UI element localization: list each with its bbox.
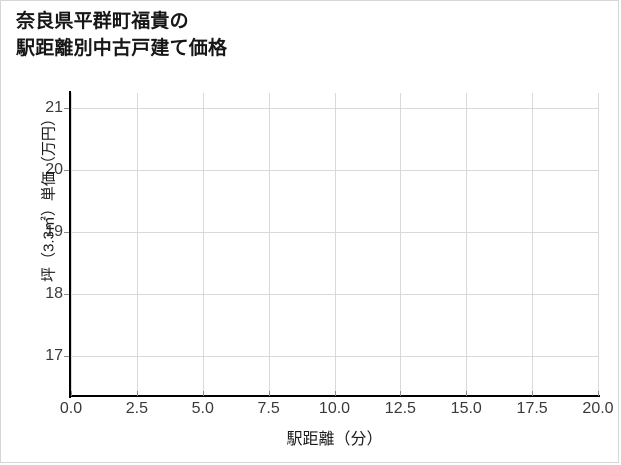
x-axis-tick-mark	[400, 391, 402, 396]
gridline-vertical	[268, 93, 270, 396]
gridline-vertical	[71, 93, 72, 396]
gridline-vertical	[532, 93, 534, 396]
y-axis-title: 坪（3.3㎡）単価（万円）	[40, 111, 58, 282]
y-axis-tick-mark	[64, 170, 69, 172]
y-axis-tick-mark	[64, 355, 69, 357]
x-axis-title: 駅距離（分）	[286, 431, 383, 448]
y-axis-tick-mark	[64, 232, 69, 234]
page-title: 奈良県平群町福貴の 駅距離別中古戸建て価格	[16, 11, 228, 59]
y-axis-tick-labels: 17 18 19 20 21	[11, 1, 63, 462]
gridline-vertical	[598, 93, 599, 396]
x-axis-tick-label: 12.5	[384, 400, 416, 417]
x-axis-tick-label: 2.5	[125, 400, 148, 417]
x-axis-tick-mark	[532, 391, 534, 396]
plot-area	[71, 93, 599, 396]
x-axis-tick-label: 7.5	[257, 400, 280, 417]
x-axis-tick-mark	[334, 391, 336, 396]
y-axis-tick-label: 17	[45, 346, 63, 364]
x-axis-tick-label: 10.0	[318, 400, 351, 417]
y-axis-tick-mark	[64, 293, 69, 295]
x-axis-tick-mark	[136, 391, 138, 396]
x-axis-tick-label: 0.0	[59, 400, 83, 417]
y-axis-tick-label: 18	[45, 284, 63, 302]
y-axis-tick-label: 21	[45, 99, 63, 117]
x-axis-tick-mark	[202, 391, 204, 396]
x-axis-tick-mark	[268, 391, 270, 396]
y-axis-tick-label: 20	[45, 161, 63, 179]
x-axis-tick-label: 15.0	[450, 400, 482, 417]
gridline-vertical	[400, 93, 402, 396]
x-axis-tick-label: 17.5	[516, 400, 548, 417]
gridline-vertical	[136, 93, 138, 396]
x-axis-tick-mark	[598, 391, 599, 396]
x-axis-tick-mark	[71, 391, 72, 396]
gridline-vertical	[202, 93, 204, 396]
gridline-vertical	[334, 93, 336, 396]
x-axis-tick-mark	[466, 391, 468, 396]
gridline-vertical	[466, 93, 468, 396]
y-axis-tick-mark	[64, 108, 69, 110]
y-axis-spine	[69, 91, 71, 398]
x-axis-tick-label: 5.0	[191, 400, 214, 417]
y-axis-tick-label: 19	[45, 223, 63, 241]
x-axis-tick-label: 20.0	[582, 400, 614, 417]
x-axis-spine	[69, 395, 600, 397]
